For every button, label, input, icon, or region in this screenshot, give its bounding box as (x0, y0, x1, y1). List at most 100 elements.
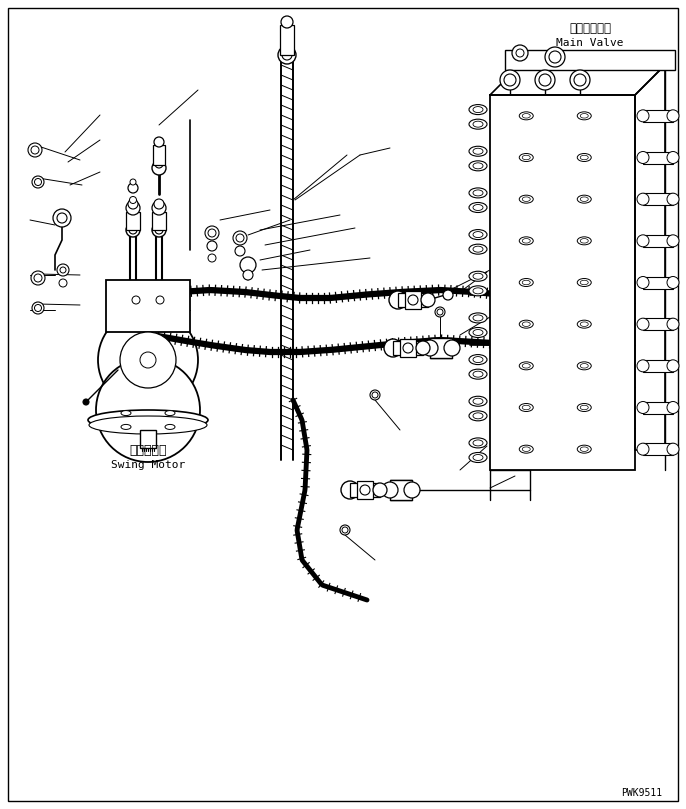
Bar (643, 277, 673, 289)
Circle shape (205, 226, 219, 240)
Text: Swing Motor: Swing Motor (111, 460, 185, 470)
Circle shape (240, 257, 256, 273)
Ellipse shape (577, 278, 591, 286)
Bar (140, 430, 156, 448)
Circle shape (59, 279, 67, 287)
Circle shape (637, 360, 649, 372)
Circle shape (243, 270, 253, 280)
Ellipse shape (469, 146, 487, 156)
Ellipse shape (473, 148, 483, 155)
Ellipse shape (469, 271, 487, 282)
Circle shape (235, 246, 245, 256)
Text: メインバルブ: メインバルブ (569, 22, 611, 35)
Ellipse shape (519, 237, 533, 245)
Ellipse shape (519, 278, 533, 286)
Ellipse shape (522, 113, 530, 118)
Circle shape (152, 201, 166, 215)
Bar (643, 318, 673, 330)
Circle shape (408, 295, 418, 305)
Circle shape (504, 74, 516, 86)
Ellipse shape (519, 404, 533, 412)
Circle shape (539, 74, 551, 86)
Circle shape (637, 443, 649, 455)
Ellipse shape (473, 273, 483, 279)
Ellipse shape (580, 280, 589, 285)
Ellipse shape (473, 440, 483, 446)
Circle shape (667, 360, 679, 372)
Bar (390, 480, 412, 500)
Circle shape (120, 332, 176, 388)
Bar (152, 212, 166, 230)
Circle shape (403, 343, 413, 353)
Ellipse shape (577, 320, 591, 328)
Ellipse shape (469, 369, 487, 379)
Ellipse shape (522, 197, 530, 201)
Circle shape (360, 485, 370, 495)
Circle shape (667, 443, 679, 455)
Ellipse shape (473, 329, 483, 336)
Ellipse shape (580, 322, 589, 326)
Circle shape (32, 302, 44, 314)
Circle shape (667, 318, 679, 330)
Ellipse shape (522, 239, 530, 243)
Ellipse shape (469, 452, 487, 463)
Ellipse shape (469, 161, 487, 171)
Circle shape (152, 223, 166, 237)
Ellipse shape (580, 363, 589, 368)
Bar (643, 235, 673, 247)
Bar (393, 341, 423, 355)
Circle shape (667, 151, 679, 163)
Bar (643, 443, 673, 455)
Circle shape (34, 179, 41, 185)
Circle shape (372, 392, 378, 398)
Circle shape (34, 274, 42, 282)
Circle shape (512, 45, 528, 61)
Ellipse shape (469, 286, 487, 296)
Bar (643, 110, 673, 122)
Circle shape (435, 307, 445, 317)
Ellipse shape (473, 107, 483, 112)
Ellipse shape (519, 362, 533, 370)
Circle shape (83, 399, 89, 405)
Circle shape (154, 137, 164, 147)
Ellipse shape (580, 197, 589, 201)
Bar (643, 151, 673, 163)
Text: PWK9511: PWK9511 (621, 788, 662, 798)
Bar (490, 95, 635, 470)
Circle shape (281, 16, 293, 28)
Circle shape (207, 241, 217, 251)
Bar (350, 483, 380, 497)
Circle shape (60, 267, 66, 273)
Circle shape (128, 183, 138, 193)
Circle shape (282, 50, 292, 60)
Circle shape (154, 199, 164, 209)
Circle shape (637, 277, 649, 289)
Circle shape (126, 223, 140, 237)
Circle shape (522, 343, 532, 353)
Bar (643, 360, 673, 372)
Circle shape (422, 340, 438, 356)
Bar (400, 339, 416, 357)
Circle shape (667, 235, 679, 247)
Ellipse shape (88, 410, 208, 430)
Circle shape (156, 296, 164, 304)
Circle shape (637, 401, 649, 413)
Circle shape (574, 74, 586, 86)
Bar (280, 25, 294, 55)
Circle shape (128, 199, 138, 209)
Ellipse shape (469, 119, 487, 129)
Ellipse shape (469, 244, 487, 254)
Circle shape (373, 483, 387, 497)
Circle shape (443, 290, 453, 300)
Ellipse shape (577, 404, 591, 412)
Ellipse shape (469, 313, 487, 323)
Ellipse shape (469, 354, 487, 365)
Circle shape (341, 481, 359, 499)
Bar (357, 481, 373, 499)
Circle shape (233, 231, 247, 245)
Circle shape (126, 201, 140, 215)
Circle shape (667, 193, 679, 205)
Circle shape (155, 160, 163, 168)
Circle shape (384, 339, 402, 357)
Circle shape (516, 49, 524, 57)
